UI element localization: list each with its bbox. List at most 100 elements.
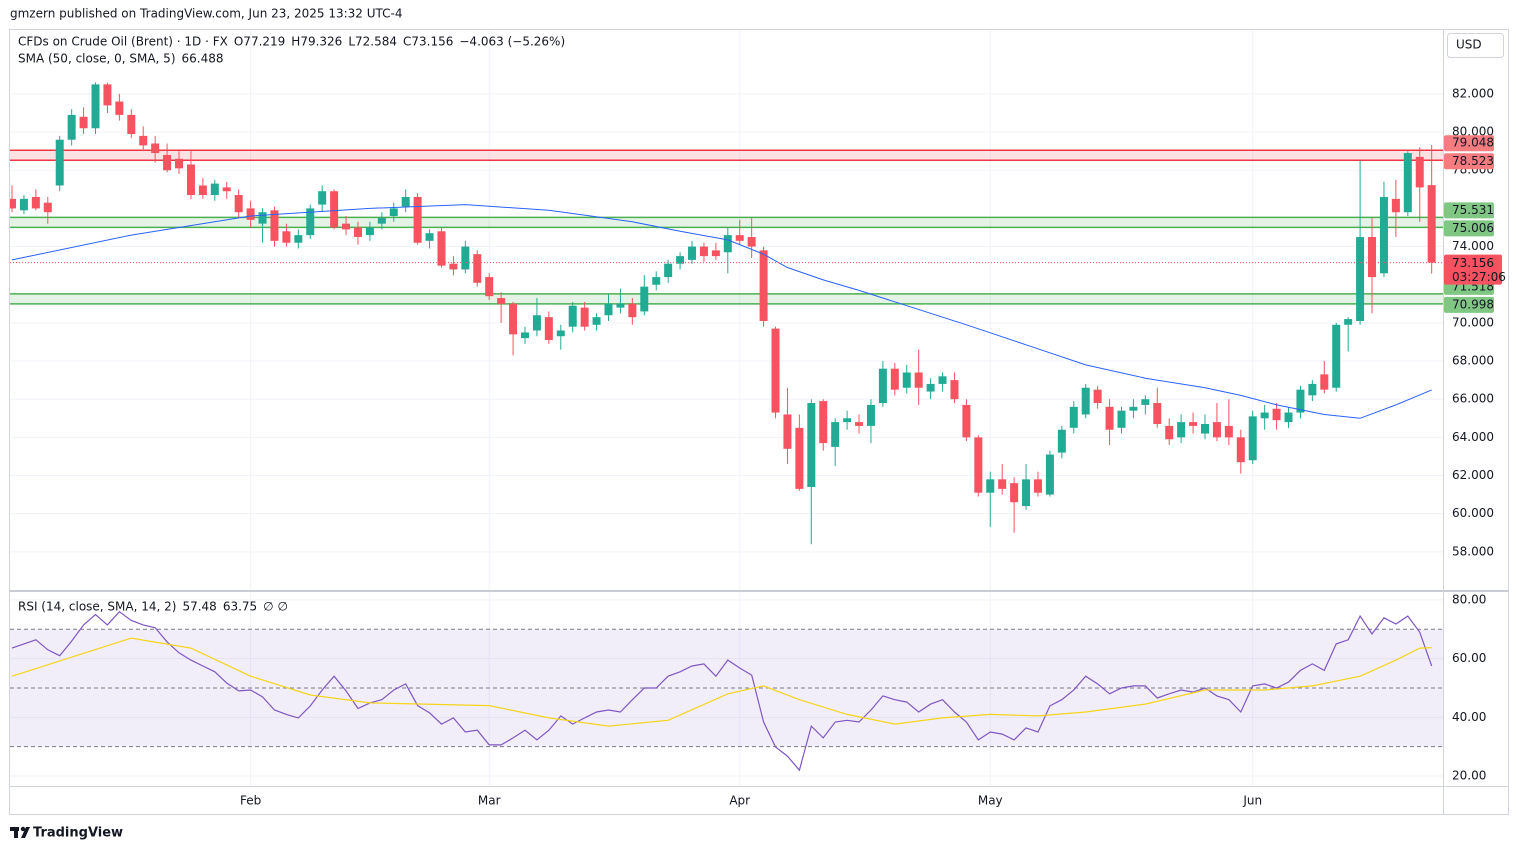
candle-body xyxy=(688,246,697,260)
candle-body xyxy=(795,427,804,489)
y-tick-label: 64.000 xyxy=(1452,430,1494,444)
candle-body xyxy=(377,217,386,224)
last-price-box xyxy=(1444,254,1502,285)
candle-body xyxy=(735,235,744,241)
grid-layer xyxy=(10,30,1443,786)
candle-body xyxy=(1069,406,1078,428)
y-tick-label: 70.000 xyxy=(1452,315,1494,329)
candle-body xyxy=(831,422,840,447)
candle-body xyxy=(139,135,148,146)
candle-body xyxy=(509,303,518,335)
rsi-extra: ∅ ∅ xyxy=(263,600,288,614)
candle-body xyxy=(1177,422,1186,438)
ohlc-label: C73.156 xyxy=(403,35,453,49)
candle-body xyxy=(115,101,124,115)
candle-body xyxy=(1010,483,1019,503)
candle-body xyxy=(616,303,625,308)
rsi-tick-label: 80.00 xyxy=(1452,592,1486,606)
candle-body xyxy=(1093,389,1102,404)
candle-body xyxy=(318,191,327,205)
candle-body xyxy=(926,383,935,392)
candle-body xyxy=(676,256,685,264)
candle-body xyxy=(580,307,589,327)
candle-body xyxy=(652,277,661,285)
candle-body xyxy=(1153,403,1162,425)
candle-body xyxy=(437,231,446,266)
currency-box[interactable] xyxy=(1447,33,1504,58)
candle-body xyxy=(485,277,494,297)
candle-body xyxy=(103,84,112,106)
candle-body xyxy=(1045,454,1054,495)
candle-body xyxy=(19,198,28,211)
candle-body xyxy=(258,212,267,224)
rsi-legend: RSI (14, close, SMA, 14, 2) xyxy=(18,600,176,614)
candle-body xyxy=(1284,412,1293,423)
overlay-layer: 82.00080.00078.00074.00070.00068.00066.0… xyxy=(18,35,1506,808)
candle-body xyxy=(222,187,231,192)
candle-body xyxy=(1296,389,1305,413)
candle-body xyxy=(771,328,780,413)
candle-body xyxy=(79,116,88,129)
x-tick-label: Feb xyxy=(240,794,261,808)
candle-body xyxy=(520,332,529,339)
candle-body xyxy=(604,303,613,316)
candle-body xyxy=(413,196,422,243)
y-tick-label: 68.000 xyxy=(1452,354,1494,368)
candle-body xyxy=(1427,185,1436,263)
candle-body xyxy=(55,139,64,186)
candle-body xyxy=(1129,406,1138,411)
sma-line xyxy=(11,204,1432,419)
candle-body xyxy=(270,210,279,241)
candle-body xyxy=(186,164,195,196)
candle-body xyxy=(1212,422,1221,438)
frame xyxy=(9,29,1509,815)
candle-body xyxy=(151,143,160,154)
candle-body xyxy=(198,185,207,196)
candle-body xyxy=(544,317,553,341)
rsi-sma-value: 63.75 xyxy=(223,600,257,614)
zone xyxy=(10,293,1443,304)
candle-body xyxy=(855,422,864,426)
zone-label: 75.006 xyxy=(1452,221,1494,235)
rsi-tick-label: 20.00 xyxy=(1452,769,1486,783)
candle-body xyxy=(1141,399,1150,405)
zone-label: 70.998 xyxy=(1452,297,1494,311)
candle-body xyxy=(282,231,291,243)
rsi-line xyxy=(11,637,1432,727)
zone xyxy=(10,150,1443,161)
currency[interactable]: USD xyxy=(1456,38,1482,52)
candle-body xyxy=(175,158,184,169)
candle-body xyxy=(401,196,410,207)
candle-body xyxy=(628,303,637,318)
x-tick-label: Mar xyxy=(478,794,501,808)
candle-body xyxy=(1368,237,1377,278)
rsi-tick-label: 40.00 xyxy=(1452,710,1486,724)
candle-body xyxy=(353,227,362,238)
y-tick-label: 62.000 xyxy=(1452,468,1494,482)
y-tick-label: 60.000 xyxy=(1452,506,1494,520)
candle-body xyxy=(473,254,482,283)
candle-body xyxy=(1201,424,1209,434)
candle-body xyxy=(723,235,732,253)
candle-body xyxy=(1272,408,1281,421)
candle-body xyxy=(365,227,374,236)
candle-body xyxy=(1105,406,1114,430)
candle-body xyxy=(998,479,1007,489)
rsi-pane xyxy=(10,610,1443,772)
symbol-title: CFDs on Crude Oil (Brent) · 1D · FX xyxy=(18,35,228,49)
y-tick-label: 66.000 xyxy=(1452,392,1494,406)
candle-body xyxy=(163,154,172,171)
zone-label: 78.523 xyxy=(1452,154,1494,168)
zone-label-box xyxy=(1444,202,1494,219)
ohlc-label: O77.219 xyxy=(234,35,285,49)
candle-body xyxy=(914,372,923,388)
candle-body xyxy=(1403,153,1412,213)
candle-body xyxy=(246,208,255,220)
candle-body xyxy=(91,84,100,129)
candle-body xyxy=(986,479,995,493)
zone xyxy=(10,217,1443,228)
candle-body xyxy=(1117,410,1126,428)
countdown: 03:27:06 xyxy=(1452,270,1506,284)
